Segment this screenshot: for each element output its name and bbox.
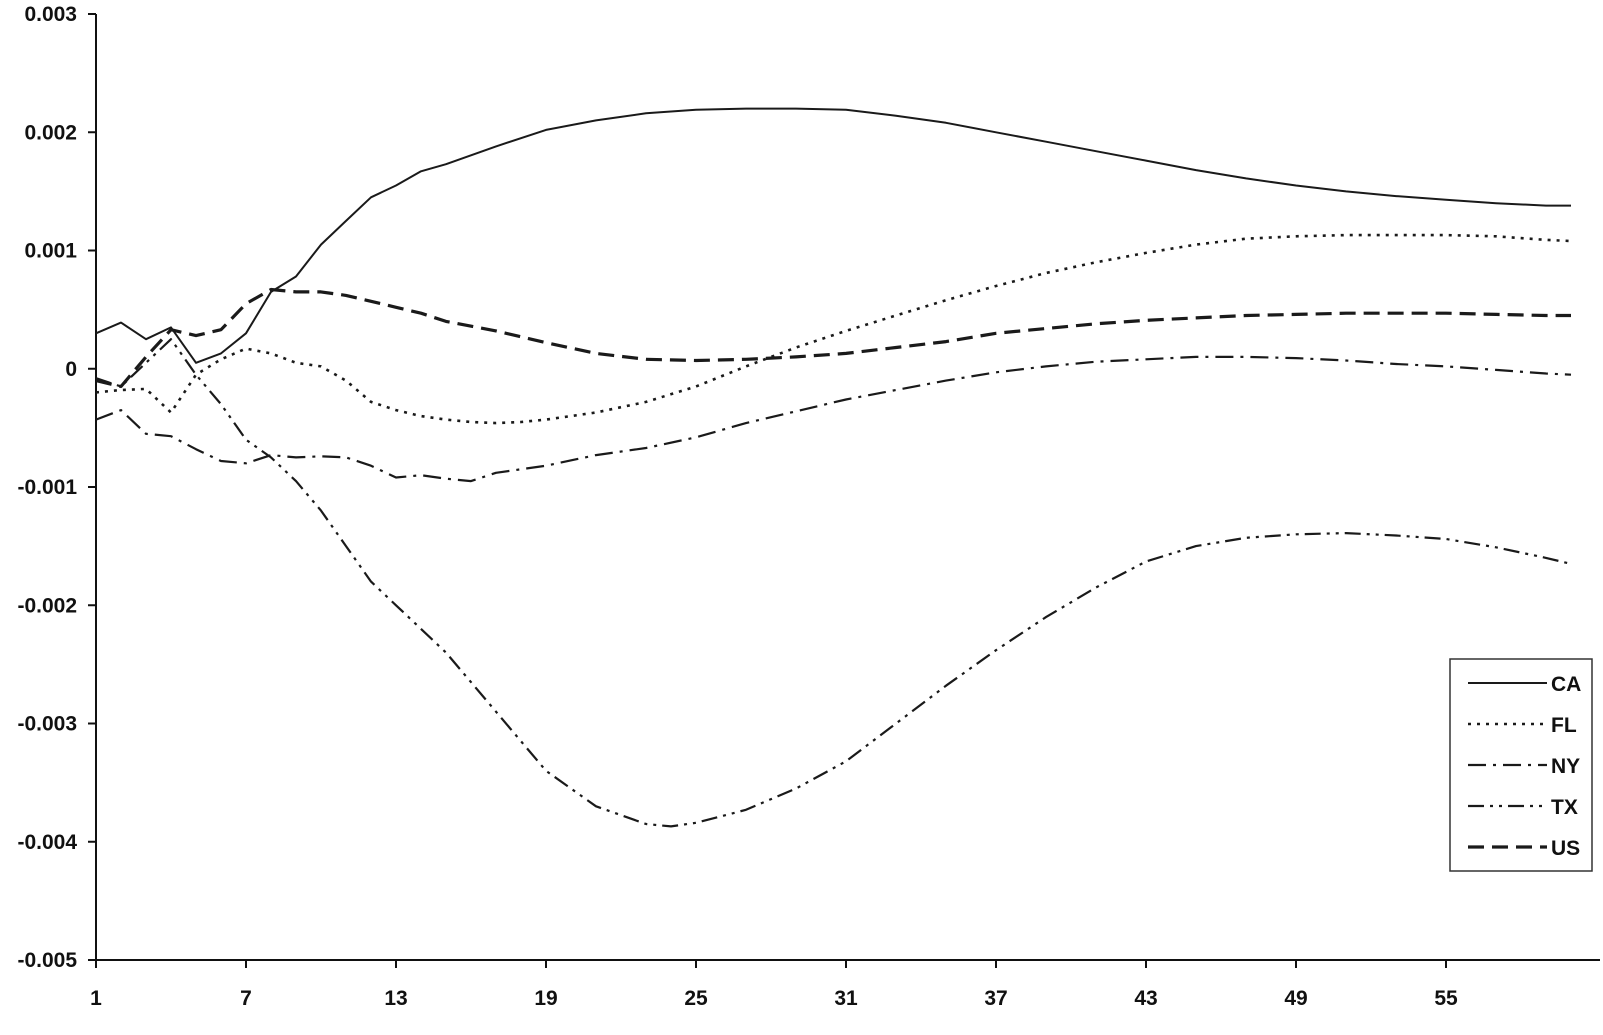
series-line-fl [95,233,1572,425]
x-tick-label: 25 [684,987,708,1010]
y-tick-label: 0.002 [24,121,77,144]
x-tick-label: 37 [984,987,1007,1010]
legend-label-ca: CA [1551,673,1581,696]
y-tick-label: -0.002 [17,594,77,617]
series-line-tx [95,338,1572,828]
y-tick-label: -0.003 [17,713,77,736]
y-axis: 0.003 0.002 0.001 0 -0.001 -0.002 -0.003 -0.004… [17,3,97,972]
series-line-ca [95,107,1571,364]
x-tick-label: 19 [534,987,557,1010]
y-tick-label: 0 [65,358,77,381]
series-lines [95,107,1572,828]
legend-label-ny: NY [1551,755,1580,778]
series-line-us [95,287,1571,389]
y-tick-label: -0.001 [17,476,77,499]
series-line-ny [95,355,1572,483]
y-tick-label: -0.005 [17,949,77,972]
y-tick-label: -0.004 [17,831,77,854]
legend-label-fl: FL [1551,714,1577,737]
legend-label-tx: TX [1551,796,1578,819]
y-tick-label: 0.003 [24,3,77,26]
x-tick-label: 31 [834,987,858,1010]
x-tick-label: 55 [1434,987,1458,1010]
legend: CA FL NY TX US [1449,658,1593,872]
x-tick-label: 13 [384,987,407,1010]
x-tick-label: 1 [90,987,102,1010]
x-tick-label: 7 [240,987,252,1010]
y-tick-label: 0.001 [24,240,77,263]
x-tick-label: 49 [1284,987,1307,1010]
legend-label-us: US [1551,837,1580,860]
x-tick-label: 43 [1134,987,1157,1010]
x-axis: 1 7 13 19 25 31 37 43 49 55 [90,959,1600,1010]
